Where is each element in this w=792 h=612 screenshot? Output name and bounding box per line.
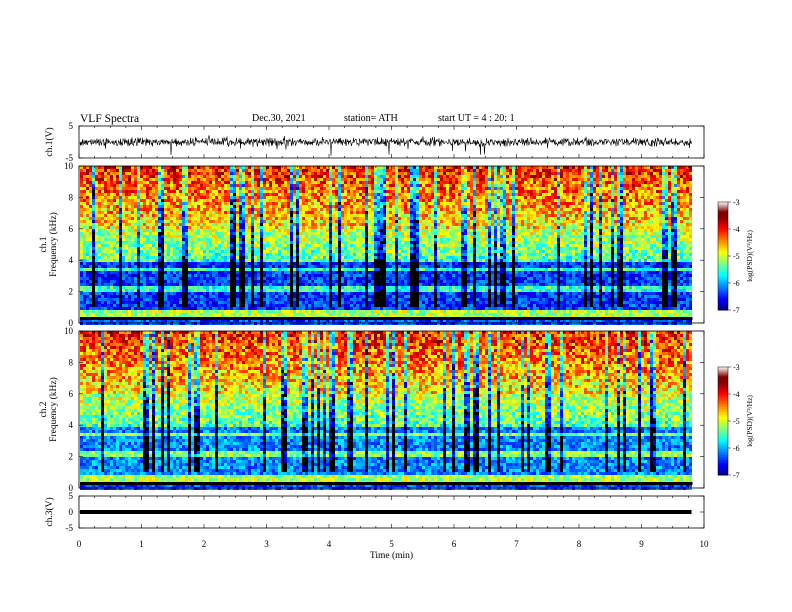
x-tick-label: 5 xyxy=(389,539,394,549)
colorbar-tick-label: -7 xyxy=(733,471,740,480)
y-axis-label: ch.1(V) xyxy=(44,127,55,156)
y-axis-label: ch.1 xyxy=(39,236,49,252)
colorbar-tick-label: -6 xyxy=(733,279,740,288)
figure-title: VLF Spectra xyxy=(80,113,139,125)
x-tick-label: 8 xyxy=(577,539,582,549)
figure-station: station= ATH xyxy=(344,113,398,124)
spectrogram-cells xyxy=(80,166,692,325)
colorbar-tick-label: -4 xyxy=(733,390,740,399)
ch1-waveform: 5 -5 ch.1(V) xyxy=(44,121,705,163)
y-tick-label: 2 xyxy=(69,452,74,462)
y-tick-label: 10 xyxy=(64,326,74,336)
low-frequency-band xyxy=(80,317,693,320)
colorbar-tick-label: -3 xyxy=(733,363,740,372)
axes-frame xyxy=(78,125,705,159)
y-tick-label: 5 xyxy=(69,121,74,131)
y-axis-label: Frequency (kHz) xyxy=(48,377,59,442)
colorbar-tick-label: -4 xyxy=(733,225,740,234)
figure-start-time: start UT = 4 : 20: 1 xyxy=(438,113,515,124)
y-tick-label: 10 xyxy=(64,161,74,171)
colorbar-tick-label: -3 xyxy=(733,198,740,207)
waveform-trace xyxy=(79,134,692,156)
ch2-spectrogram: 0 2 4 6 8 10 ch.2 Frequency (kHz) -3 -4 -5 -6 -7 log(… xyxy=(39,326,754,493)
y-tick-label: 4 xyxy=(69,420,74,430)
y-tick-label: 8 xyxy=(69,357,74,367)
x-axis-label: Time (min) xyxy=(370,550,413,561)
y-tick-label: 8 xyxy=(69,192,74,202)
colorbar-label: log(PSD)(V²/Hz) xyxy=(745,395,754,447)
y-axis-label: ch.3(V) xyxy=(44,497,55,526)
y-tick-label: 6 xyxy=(69,389,74,399)
y-tick-label: -5 xyxy=(66,523,74,533)
x-tick-label: 7 xyxy=(514,539,519,549)
x-tick-label: 9 xyxy=(639,539,644,549)
y-tick-label: 0 xyxy=(69,318,74,328)
colorbar: -3 -4 -5 -6 -7 log(PSD)(V²/Hz) xyxy=(717,198,754,315)
x-tick-label: 2 xyxy=(202,539,207,549)
colorbar: -3 -4 -5 -6 -7 log(PSD)(V²/Hz) xyxy=(717,363,754,480)
low-frequency-band xyxy=(80,482,693,485)
colorbar-tick-label: -6 xyxy=(733,444,740,453)
y-tick-label: -5 xyxy=(66,153,74,163)
y-tick-label: 0 xyxy=(69,483,74,493)
figure-date: Dec.30, 2021 xyxy=(252,113,306,124)
y-tick-label: 4 xyxy=(69,255,74,265)
y-axis-label: ch.2 xyxy=(39,401,49,417)
colorbar-tick-label: -5 xyxy=(733,252,740,261)
ch1-spectrogram: 0 2 4 6 8 10 ch.1 Frequency (kHz) -3 -4 -5 -6 -7 log(… xyxy=(39,161,754,328)
y-tick-label: 0 xyxy=(69,507,74,517)
x-tick-label: 4 xyxy=(327,539,332,549)
colorbar-tick-label: -7 xyxy=(733,306,740,315)
y-tick-label: 5 xyxy=(69,491,74,501)
x-tick-label: 1 xyxy=(139,539,144,549)
x-tick-label: 6 xyxy=(452,539,457,549)
y-axis-label: Frequency (kHz) xyxy=(48,212,59,277)
y-tick-label: 2 xyxy=(69,287,74,297)
spectrogram-cells xyxy=(80,331,692,490)
x-tick-label: 3 xyxy=(264,539,269,549)
x-tick-label: 0 xyxy=(77,539,82,549)
colorbar-label: log(PSD)(V²/Hz) xyxy=(745,230,754,282)
x-tick-label: 10 xyxy=(700,539,710,549)
colorbar-tick-label: -5 xyxy=(733,417,740,426)
y-tick-label: 6 xyxy=(69,224,74,234)
